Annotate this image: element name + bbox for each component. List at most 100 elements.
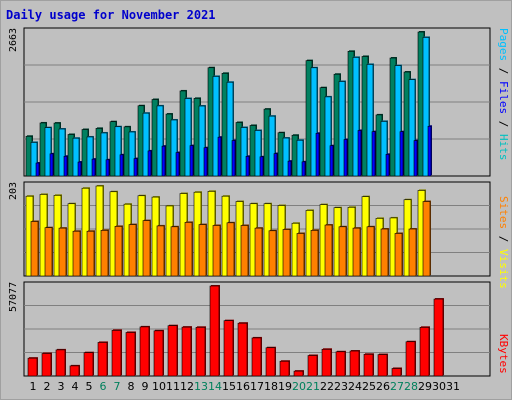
kbytes-bar — [377, 354, 388, 377]
pages-bar — [119, 154, 124, 177]
x-axis-day-label: 2 — [43, 380, 51, 393]
files-bar — [156, 105, 164, 177]
sites-bar — [86, 230, 95, 277]
pages-bar — [245, 156, 250, 177]
pages-bar — [189, 145, 194, 177]
sites-bar — [310, 230, 319, 277]
files-bar — [254, 130, 262, 177]
kbytes-bar — [181, 326, 192, 377]
pages-bar — [385, 154, 390, 177]
sites-bar — [212, 225, 221, 277]
sites-bar — [296, 233, 305, 277]
x-axis-day-label: 31 — [446, 380, 460, 393]
sites-bar — [338, 226, 347, 277]
sites-bar — [30, 221, 39, 277]
kbytes-bar — [419, 327, 430, 377]
files-bar — [268, 115, 276, 177]
sites-bar — [282, 229, 291, 277]
pages-bar — [133, 158, 138, 177]
sites-bar — [128, 224, 137, 277]
files-bar — [142, 112, 150, 177]
pages-bar — [259, 156, 264, 177]
x-axis-day-label: 29 — [418, 380, 432, 393]
files-bar — [100, 132, 108, 177]
pages-bar — [343, 139, 348, 177]
kbytes-bar — [433, 298, 444, 377]
pages-bar — [427, 125, 432, 177]
x-axis-day-label: 21 — [306, 380, 320, 393]
kbytes-bar — [265, 347, 276, 377]
files-bar — [324, 96, 332, 177]
kbytes-bar — [125, 332, 136, 377]
x-axis-day-label: 4 — [71, 380, 79, 393]
kbytes-bar — [251, 337, 262, 377]
legend-separator: / — [497, 114, 510, 134]
sites-bar — [58, 227, 67, 277]
sites-bar — [352, 227, 361, 277]
x-axis-day-label: 5 — [85, 380, 93, 393]
kbytes-bar — [307, 355, 318, 377]
files-bar — [44, 127, 52, 177]
files-bar — [30, 142, 38, 177]
pages-bar — [287, 160, 292, 177]
sites-bar — [268, 230, 277, 277]
files-bar — [198, 105, 206, 177]
files-bar — [380, 121, 388, 177]
files-bar — [170, 119, 178, 177]
legend-pages: Pages — [497, 28, 510, 62]
files-bar — [114, 126, 122, 177]
legend-sites: Sites — [497, 196, 510, 230]
chart-title: Daily usage for November 2021 — [6, 8, 216, 22]
x-axis-day-label: 14 — [208, 380, 222, 393]
x-axis-day-label: 9 — [141, 380, 149, 393]
pages-bar — [301, 161, 306, 177]
x-axis-day-label: 19 — [278, 380, 292, 393]
x-axis-day-label: 18 — [264, 380, 278, 393]
pages-bar — [399, 131, 404, 177]
legend-separator: / — [497, 61, 510, 81]
pages-bar — [357, 130, 362, 177]
files-bar — [408, 79, 416, 177]
kbytes-bar — [167, 325, 178, 377]
sites-bar — [114, 226, 123, 277]
sites-bar — [254, 227, 263, 277]
sites-bar — [44, 227, 53, 277]
sites-bar — [226, 222, 235, 277]
kbytes-bar — [153, 330, 164, 377]
sites-bar — [142, 220, 151, 277]
x-axis-day-label: 7 — [113, 380, 121, 393]
kbytes-bar — [69, 365, 80, 377]
x-axis-day-label: 27 — [390, 380, 404, 393]
kbytes-bar — [41, 353, 52, 377]
sites-bar — [366, 226, 375, 277]
kbytes-bar — [55, 349, 66, 377]
files-bar — [338, 81, 346, 177]
pages-bar — [413, 140, 418, 177]
sites-bar — [394, 233, 403, 277]
pages-bar — [105, 159, 110, 177]
panel1-legend: Pages / Files / Hits — [496, 28, 510, 161]
x-axis-day-label: 22 — [320, 380, 334, 393]
pages-bar — [329, 145, 334, 177]
kbytes-bar — [139, 326, 150, 377]
x-axis-day-label: 26 — [376, 380, 390, 393]
files-bar — [58, 128, 66, 177]
kbytes-bar — [335, 351, 346, 377]
x-axis-day-label: 20 — [292, 380, 306, 393]
files-bar — [310, 67, 318, 177]
x-axis-day-label: 24 — [348, 380, 362, 393]
x-axis-day-label: 23 — [334, 380, 348, 393]
files-bar — [394, 65, 402, 177]
x-axis-day-label: 13 — [194, 380, 208, 393]
x-axis-day-label: 3 — [57, 380, 65, 393]
files-bar — [184, 98, 192, 177]
pages-bar — [371, 131, 376, 177]
files-bar — [128, 131, 136, 177]
kbytes-bar — [279, 360, 290, 377]
files-bar — [366, 64, 374, 177]
files-bar — [296, 139, 304, 177]
pages-bar — [161, 145, 166, 177]
files-bar — [352, 57, 360, 177]
pages-bar — [49, 153, 54, 177]
